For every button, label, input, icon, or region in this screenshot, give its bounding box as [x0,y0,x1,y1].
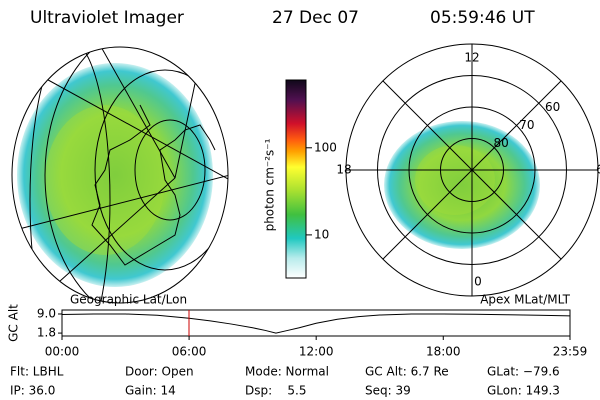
x-tick-label: 00:00 [45,345,80,359]
status-field: GLat: −79.6 [487,365,560,379]
status-field: Seq: 39 [365,384,411,398]
colorbar-tick-label: 10 [314,227,329,241]
date: 27 Dec 07 [272,8,359,28]
status-field: Dsp: 5.5 [245,384,307,398]
mlt-label: 18 [336,163,351,177]
plot-title-left: Geographic Lat/Lon [70,293,187,307]
polar-diagonal [382,169,473,260]
y-tick-label: 9.0 [37,306,56,320]
polar-diagonal [471,169,562,260]
y-tick-label: 1.8 [37,326,56,340]
status-field: Mode: Normal [245,365,329,379]
polar-diagonal [382,80,473,171]
polar-image [384,121,540,249]
altitude-line [61,313,571,334]
status-field: IP: 36.0 [10,384,55,398]
polar-ring-label: 70 [519,118,534,132]
x-tick-label: 18:00 [426,345,461,359]
x-tick-label: 06:00 [172,345,207,359]
status-field: Gain: 14 [125,384,176,398]
mlt-label: 0 [474,275,482,289]
title: Ultraviolet Imager [30,8,184,28]
plot-title-right: Apex MLat/MLT [480,293,570,307]
mlt-label: 6 [596,163,600,177]
colorbar [285,79,307,279]
status-field: GC Alt: 6.7 Re [365,365,449,379]
x-tick-label: 12:00 [299,345,334,359]
mlt-label: 12 [464,51,479,65]
status-field: Flt: LBHL [10,365,64,379]
status-field: Door: Open [125,365,194,379]
polar-ring-label: 80 [493,136,508,150]
colorbar-tick-label: 100 [314,140,337,154]
polar-diagonal [471,80,562,171]
status-field: GLon: 149.3 [487,384,560,398]
y-axis-label: GC Alt [7,304,21,342]
polar-ring-label: 60 [545,100,560,114]
time: 05:59:46 UT [430,8,535,28]
colorbar-label: photon cm⁻²s⁻¹ [263,138,277,231]
x-tick-label: 23:59 [553,345,588,359]
globe-image [14,47,228,303]
